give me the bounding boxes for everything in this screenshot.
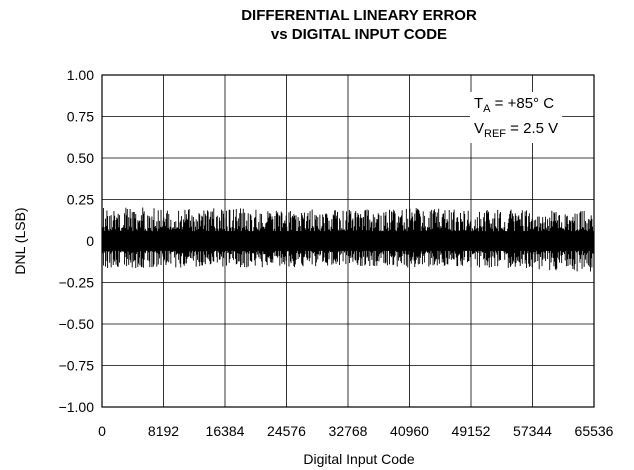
y-tick-label: −0.75 [59, 358, 95, 374]
annotation-temperature: TA = +85° C [474, 95, 554, 115]
x-tick-label: 8192 [148, 423, 179, 439]
chart-title-line1: DIFFERENTIAL LINEARY ERROR [241, 7, 477, 24]
y-tick-label: 1.00 [67, 67, 94, 83]
y-tick-labels: 1.00 0.75 0.50 0.25 0 −0.25 −0.50 −0.75 −1.00 [59, 67, 95, 415]
x-tick-label: 57344 [513, 423, 552, 439]
y-tick-label: 0.25 [67, 192, 94, 208]
dnl-dense-band [102, 231, 594, 251]
y-tick-label: 0.50 [67, 150, 94, 166]
x-tick-label: 49152 [452, 423, 491, 439]
y-tick-label: 0.75 [67, 109, 94, 125]
y-tick-label: −0.25 [59, 275, 95, 291]
x-axis-label: Digital Input Code [303, 451, 415, 467]
x-tick-label: 0 [98, 423, 106, 439]
y-tick-label: −1.00 [59, 399, 95, 415]
x-tick-label: 16384 [206, 423, 245, 439]
y-tick-label: 0 [86, 233, 94, 249]
plot-frame [101, 74, 595, 408]
x-tick-label: 65536 [575, 423, 614, 439]
x-tick-label: 24576 [267, 423, 306, 439]
chart-title-line2: vs DIGITAL INPUT CODE [271, 26, 447, 43]
y-axis-label: DNL (LSB) [12, 207, 28, 274]
x-tick-labels: 0 8192 16384 24576 32768 40960 49152 57344 65536 [98, 423, 614, 439]
y-tick-label: −0.50 [59, 316, 95, 332]
x-tick-label: 40960 [390, 423, 429, 439]
x-tick-label: 32768 [329, 423, 368, 439]
conditions-annotation: TA = +85° C VREF = 2.5 V [470, 92, 563, 143]
annotation-background [470, 92, 563, 143]
annotation-vref: VREF = 2.5 V [474, 120, 558, 140]
